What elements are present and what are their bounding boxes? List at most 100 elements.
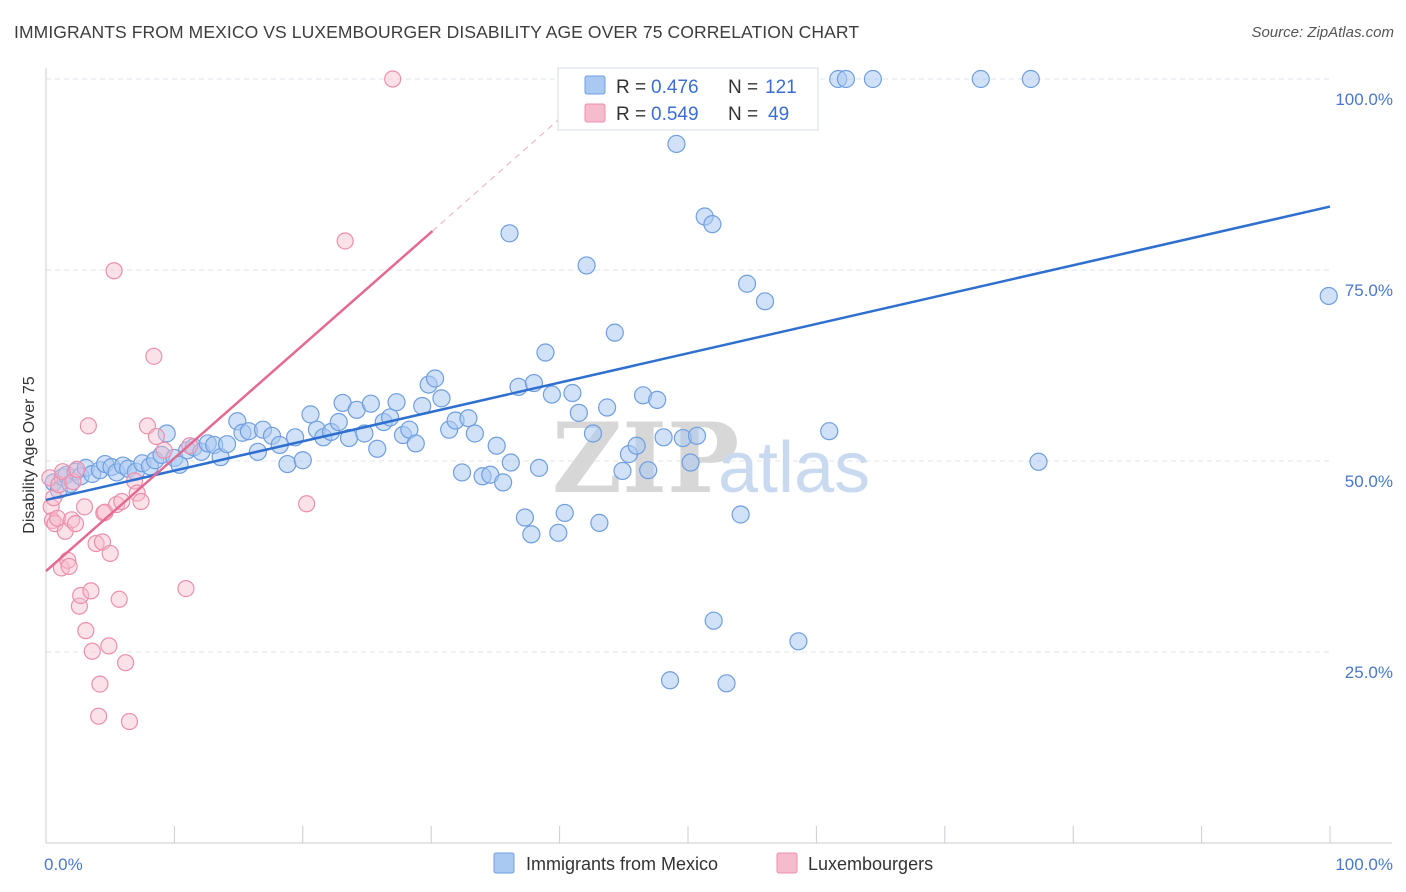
series-legend-swatch-mexico (493, 852, 515, 874)
data-point-luxembourgers (90, 707, 108, 725)
data-point-mexico (577, 256, 596, 275)
series-immigrants-from-mexico (44, 69, 1338, 693)
data-point-mexico (717, 674, 736, 693)
legend-r-label-luxembourgers: R = (616, 104, 646, 125)
data-point-mexico (755, 292, 775, 311)
data-point-mexico (387, 393, 406, 412)
data-point-mexico (217, 435, 237, 454)
legend-r-value-luxembourgers: 0.549 (651, 104, 699, 125)
legend-n-value-luxembourgers: 49 (768, 104, 789, 125)
data-point-mexico (648, 390, 667, 409)
series-legend-label-mexico: Immigrants from Mexico (526, 854, 718, 874)
legend-swatch-luxembourgers (584, 103, 606, 123)
data-point-mexico (549, 523, 568, 542)
data-point-luxembourgers (100, 637, 118, 655)
data-point-luxembourgers (105, 262, 123, 280)
x-tick-label: 0.0% (44, 855, 83, 874)
series-legend-swatch-luxembourgers (776, 852, 798, 874)
data-point-mexico (703, 215, 722, 234)
trendline-mexico (45, 205, 1331, 502)
data-point-mexico (1029, 452, 1048, 471)
data-point-luxembourgers (60, 557, 78, 576)
data-point-mexico (681, 453, 700, 472)
data-point-mexico (639, 461, 658, 480)
data-point-mexico (590, 513, 609, 532)
data-point-luxembourgers (66, 515, 85, 533)
series-legend-label-luxembourgers: Luxembourgers (808, 854, 933, 874)
data-point-luxembourgers (155, 441, 173, 459)
data-point-luxembourgers (75, 498, 94, 516)
legend-r-value-mexico: 0.476 (651, 77, 699, 98)
data-point-mexico (500, 224, 519, 243)
x-tick-label: 100.0% (1335, 855, 1393, 874)
series-legend: Immigrants from Mexico Luxembourgers (493, 852, 933, 874)
data-point-luxembourgers (117, 654, 135, 672)
legend-r-label-mexico: R = (616, 77, 646, 98)
stats-legend: R = 0.476 N = 121 R = 0.549 N = 49 (557, 67, 819, 131)
data-point-mexico (820, 422, 839, 441)
x-tick-labels: 0.0% 100.0% (44, 855, 1393, 874)
data-point-luxembourgers (77, 622, 95, 640)
data-point-luxembourgers (177, 579, 195, 598)
data-point-mexico (627, 436, 646, 455)
legend-n-label-luxembourgers: N = (728, 104, 758, 125)
data-point-luxembourgers (108, 495, 126, 514)
y-tick-labels: 25.0% 50.0% 75.0% 100.0% (1335, 90, 1393, 682)
legend-n-label-mexico: N = (728, 77, 758, 98)
data-point-luxembourgers (298, 495, 316, 513)
data-point-mexico (522, 525, 541, 544)
data-point-luxembourgers (101, 544, 119, 563)
grid-lines (46, 78, 1330, 653)
y-tick-label: 100.0% (1335, 90, 1393, 109)
data-point-mexico (731, 505, 750, 524)
data-point-mexico (971, 69, 990, 89)
data-point-mexico (583, 424, 603, 443)
data-point-luxembourgers (110, 590, 128, 608)
data-point-mexico (863, 69, 882, 89)
legend-swatch-mexico (584, 75, 606, 95)
data-point-mexico (660, 671, 680, 690)
data-point-mexico (501, 453, 520, 472)
data-point-mexico (667, 134, 686, 154)
data-point-mexico (452, 463, 472, 482)
data-point-luxembourgers (87, 534, 105, 553)
data-point-mexico (301, 405, 320, 424)
data-point-mexico (1319, 286, 1338, 306)
data-point-mexico (459, 409, 478, 428)
data-point-mexico (406, 434, 425, 453)
data-point-luxembourgers (120, 712, 139, 731)
data-point-luxembourgers (72, 586, 90, 605)
data-point-mexico (425, 369, 445, 388)
watermark-atlas: atlas (718, 428, 870, 508)
axes (45, 68, 1392, 844)
data-point-mexico (494, 473, 513, 492)
data-point-luxembourgers (79, 417, 97, 435)
data-point-luxembourgers (384, 70, 402, 88)
data-point-mexico (293, 451, 312, 470)
data-point-luxembourgers (83, 642, 101, 660)
y-tick-label: 50.0% (1345, 472, 1393, 491)
data-point-luxembourgers (145, 347, 163, 365)
data-point-mexico (515, 508, 535, 527)
data-point-mexico (432, 389, 451, 408)
data-point-mexico (563, 383, 582, 403)
chart-source: Source: ZipAtlas.com (1251, 24, 1394, 41)
y-tick-label: 75.0% (1345, 281, 1393, 300)
data-point-mexico (278, 454, 297, 474)
legend-n-value-mexico: 121 (765, 77, 797, 98)
data-point-luxembourgers (91, 675, 109, 693)
data-point-luxembourgers (128, 484, 146, 502)
data-point-mexico (1021, 69, 1040, 89)
data-point-mexico (555, 503, 574, 523)
data-point-mexico (329, 412, 348, 432)
data-point-luxembourgers (68, 460, 86, 479)
data-point-mexico (789, 632, 808, 651)
data-point-mexico (368, 439, 387, 458)
data-point-luxembourgers (50, 476, 68, 494)
data-point-mexico (687, 426, 707, 445)
data-point-luxembourgers (147, 427, 166, 446)
data-point-mexico (157, 424, 176, 443)
data-point-mexico (598, 398, 617, 417)
data-point-mexico (529, 458, 549, 477)
